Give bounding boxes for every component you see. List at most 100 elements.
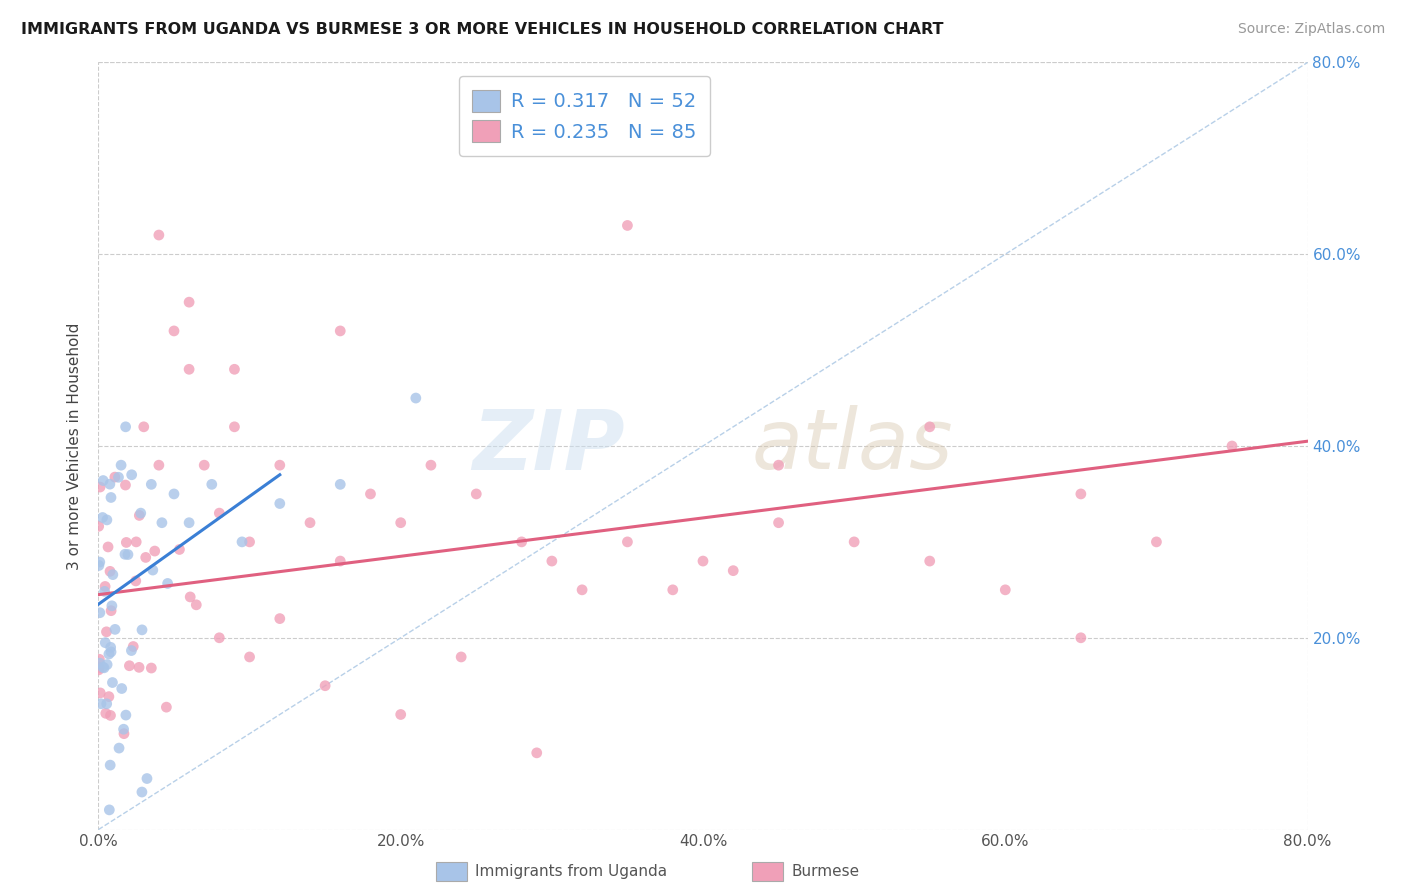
Point: [224, 420, 246, 434]
Point: [148, 458, 170, 473]
Point: [329, 477, 352, 491]
Text: Immigrants from Uganda: Immigrants from Uganda: [475, 864, 668, 879]
Point: [450, 649, 472, 664]
Point: [918, 420, 941, 434]
Point: [163, 487, 186, 501]
Text: IMMIGRANTS FROM UGANDA VS BURMESE 3 OR MORE VEHICLES IN HOUSEHOLD CORRELATION CH: IMMIGRANTS FROM UGANDA VS BURMESE 3 OR M…: [21, 22, 943, 37]
Point: [208, 631, 231, 645]
Point: [97, 540, 120, 554]
Point: [89, 606, 111, 620]
Point: [329, 554, 352, 568]
Point: [98, 758, 121, 772]
Point: [89, 661, 111, 675]
Point: [465, 487, 488, 501]
Point: [616, 535, 638, 549]
Point: [89, 555, 111, 569]
Point: [136, 772, 159, 786]
Point: [118, 658, 141, 673]
Point: [208, 506, 231, 520]
Point: [101, 567, 124, 582]
Point: [179, 516, 201, 530]
Point: [155, 700, 177, 714]
Point: [115, 708, 138, 723]
Point: [96, 657, 118, 672]
Point: [571, 582, 593, 597]
Point: [94, 706, 117, 721]
Point: [110, 458, 132, 473]
Point: [98, 803, 121, 817]
Point: [239, 649, 262, 664]
Point: [768, 458, 790, 473]
Point: [101, 599, 124, 613]
Point: [723, 564, 745, 578]
Point: [405, 391, 427, 405]
Point: [994, 582, 1017, 597]
Point: [93, 584, 115, 599]
Point: [918, 554, 941, 568]
Point: [224, 362, 246, 376]
Legend: R = 0.317   N = 52, R = 0.235   N = 85: R = 0.317 N = 52, R = 0.235 N = 85: [458, 76, 710, 156]
Point: [150, 516, 173, 530]
Point: [1144, 535, 1167, 549]
Point: [1070, 631, 1092, 645]
Point: [122, 640, 145, 654]
Point: [114, 547, 136, 561]
Point: [314, 679, 336, 693]
Point: [87, 519, 110, 533]
Point: [90, 697, 112, 711]
Point: [420, 458, 443, 473]
Point: [156, 576, 179, 591]
Point: [100, 491, 122, 505]
Point: [141, 477, 163, 491]
Point: [131, 785, 153, 799]
Y-axis label: 3 or more Vehicles in Household: 3 or more Vehicles in Household: [67, 322, 83, 570]
Point: [163, 324, 186, 338]
Point: [179, 362, 201, 376]
Point: [100, 708, 122, 723]
Point: [1070, 487, 1092, 501]
Point: [104, 623, 127, 637]
Point: [87, 558, 110, 573]
Point: [89, 656, 111, 670]
Point: [239, 535, 262, 549]
Point: [98, 565, 121, 579]
Point: [94, 579, 117, 593]
Text: Source: ZipAtlas.com: Source: ZipAtlas.com: [1237, 22, 1385, 37]
Point: [231, 535, 253, 549]
Bar: [436, 862, 467, 881]
Point: [128, 508, 150, 523]
Point: [768, 516, 790, 530]
Point: [91, 510, 114, 524]
Point: [661, 582, 683, 597]
Point: [193, 458, 215, 473]
Point: [510, 535, 533, 549]
Point: [526, 746, 548, 760]
Point: [108, 741, 131, 756]
Point: [114, 478, 136, 492]
Point: [844, 535, 866, 549]
Point: [111, 681, 134, 696]
Point: [98, 477, 121, 491]
Point: [329, 324, 352, 338]
Point: [125, 535, 148, 549]
Point: [100, 645, 122, 659]
Point: [186, 598, 208, 612]
Point: [299, 516, 322, 530]
Point: [148, 228, 170, 243]
Point: [89, 480, 111, 494]
Point: [100, 640, 122, 655]
Point: [269, 458, 291, 473]
Point: [389, 707, 412, 722]
Point: [269, 496, 291, 510]
Point: [540, 554, 562, 568]
Point: [1220, 439, 1243, 453]
Text: atlas: atlas: [751, 406, 953, 486]
Point: [89, 686, 111, 700]
Point: [692, 554, 714, 568]
Point: [142, 563, 165, 577]
Point: [112, 726, 135, 740]
Point: [131, 623, 153, 637]
Point: [128, 660, 150, 674]
Point: [100, 604, 122, 618]
Point: [91, 660, 114, 674]
